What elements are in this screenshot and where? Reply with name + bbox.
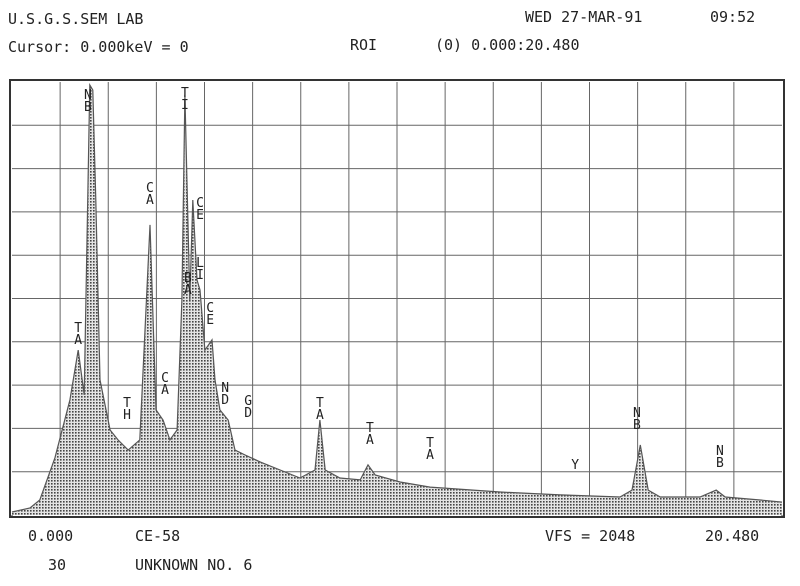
peak-label: ND	[218, 381, 233, 405]
peak-label: BA	[180, 271, 195, 295]
peak-label: CA	[158, 371, 173, 395]
roi-range: (0) 0.000:20.480	[435, 36, 580, 54]
x-tick-label: 20.480	[705, 527, 759, 545]
peak-label: CE	[192, 196, 207, 220]
roi-label: ROI	[350, 36, 377, 54]
peak-label: Y	[568, 458, 583, 470]
live-time: 30	[48, 556, 66, 574]
peak-label: TA	[71, 321, 86, 345]
peak-label: TH	[120, 396, 135, 420]
peak-label: NB	[629, 406, 644, 430]
spectrum-outline	[11, 82, 783, 513]
peak-label: NB	[712, 444, 727, 468]
peak-label: NB	[80, 88, 95, 112]
cursor-readout: Cursor: 0.000keV = 0	[8, 38, 189, 56]
sample-name: CE-58	[135, 527, 180, 545]
peak-label: GD	[241, 394, 256, 418]
peak-label: CA	[142, 181, 157, 205]
lab-title: U.S.G.S.SEM LAB	[8, 10, 143, 28]
vertical-full-scale: VFS = 2048	[545, 527, 635, 545]
peak-label: TA	[312, 396, 327, 420]
description: UNKNOWN NO. 6	[135, 556, 252, 574]
date: WED 27-MAR-91	[525, 8, 642, 26]
spectrum-fill	[12, 85, 782, 515]
x-tick-label: 0.000	[28, 527, 73, 545]
peak-label: TI	[177, 86, 192, 110]
peak-label: TA	[423, 436, 438, 460]
peak-label: CE	[203, 301, 218, 325]
peak-label: LI	[192, 256, 207, 280]
time: 09:52	[710, 8, 755, 26]
peak-label: TA	[362, 421, 377, 445]
